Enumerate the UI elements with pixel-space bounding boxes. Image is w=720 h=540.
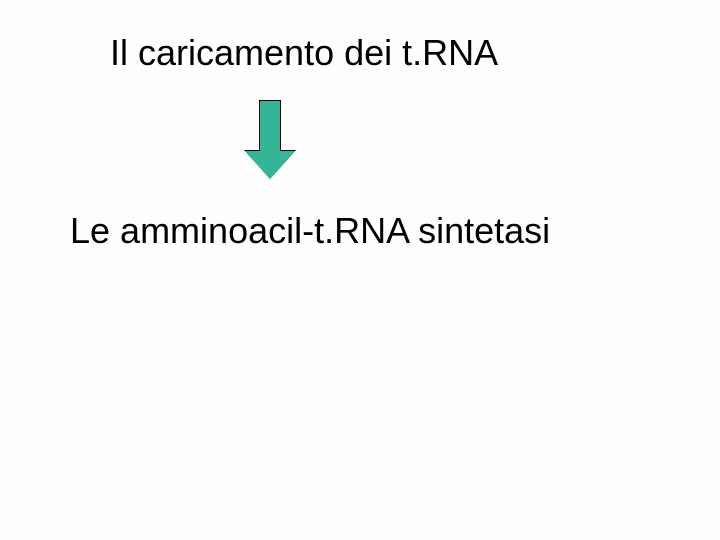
arrow-head xyxy=(245,151,295,179)
diagram-title: Il caricamento dei t.RNA xyxy=(110,32,498,74)
diagram-subtitle: Le amminoacil-t.RNA sintetasi xyxy=(70,210,550,252)
down-arrow-icon xyxy=(245,100,295,180)
arrow-shaft xyxy=(259,100,281,152)
